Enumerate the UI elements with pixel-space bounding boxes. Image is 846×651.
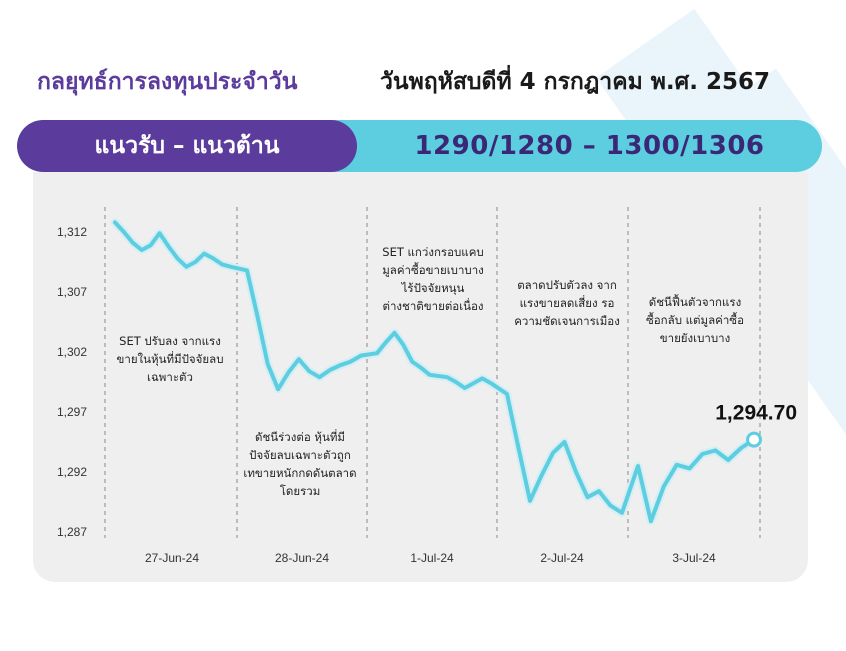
x-day-label: 3-Jul-24 — [672, 551, 716, 565]
y-tick-label: 1,287 — [57, 525, 87, 539]
annotation-line: ซื้อกลับ แต่มูลค่าซื้อ — [646, 312, 744, 327]
support-resistance-values: 1290/1280 – 1300/1306 — [414, 131, 765, 161]
annotation-line: ดัชนีร่วงต่อ หุ้นที่มี — [255, 429, 345, 444]
annotation-line: โดยรวม — [280, 484, 321, 498]
y-tick-label: 1,302 — [57, 345, 87, 359]
annotation-line: ปัจจัยลบเฉพาะตัวถูก — [249, 448, 351, 462]
date-title: วันพฤหัสบดีที่ 4 กรกฎาคม พ.ศ. 2567 — [380, 69, 771, 95]
day-annotation: SET ปรับลง จากแรงขายในหุ้นที่มีปัจจัยลบเ… — [117, 334, 224, 384]
x-day-label: 28-Jun-24 — [275, 551, 329, 565]
y-tick-label: 1,292 — [57, 465, 87, 479]
annotation-line: ไร้ปัจจัยหนุน — [401, 281, 465, 295]
annotation-line: ขายในหุ้นที่มีปัจจัยลบ — [117, 351, 224, 366]
annotation-line: SET แกว่งกรอบแคบ — [382, 245, 483, 259]
y-tick-label: 1,297 — [57, 405, 87, 419]
series-line — [113, 220, 756, 524]
annotation-line: มูลค่าซื้อขายเบาบาง — [382, 262, 484, 277]
support-resistance-label: แนวรับ – แนวต้าน — [94, 133, 280, 159]
strategy-title: กลยุทธ์การลงทุนประจำวัน — [37, 69, 298, 95]
x-day-label: 2-Jul-24 — [540, 551, 584, 565]
annotation-line: SET ปรับลง จากแรง — [119, 334, 221, 348]
band-left-pill — [17, 120, 357, 172]
last-value-label: 1,294.70 — [715, 402, 797, 425]
support-resistance-band: แนวรับ – แนวต้าน 1290/1280 – 1300/1306 — [17, 120, 822, 172]
day-annotation: SET แกว่งกรอบแคบมูลค่าซื้อขายเบาบางไร้ปั… — [382, 245, 484, 313]
x-day-label: 1-Jul-24 — [410, 551, 454, 565]
set-index-chart: SET ปรับลง จากแรงขายในหุ้นที่มีปัจจัยลบเ… — [57, 207, 797, 565]
annotation-line: ขายยังเบาบาง — [660, 331, 730, 345]
last-value-marker — [746, 431, 762, 448]
annotation-line: ต่างชาติขายต่อเนื่อง — [382, 298, 483, 313]
annotation-line: ตลาดปรับตัวลง จาก — [517, 278, 617, 292]
annotation-line: ความชัดเจนการเมือง — [514, 314, 620, 328]
x-day-label: 27-Jun-24 — [145, 551, 199, 565]
annotation-line: แรงขายลดเสี่ยง รอ — [520, 295, 615, 310]
day-annotation: ดัชนีร่วงต่อ หุ้นที่มีปัจจัยลบเฉพาะตัวถู… — [243, 429, 356, 498]
y-tick-label: 1,312 — [57, 225, 87, 239]
annotation-line: เฉพาะตัว — [147, 370, 193, 384]
y-tick-label: 1,307 — [57, 285, 87, 299]
annotation-line: เทขายหนักกดดันตลาด — [243, 466, 356, 480]
annotation-line: ดัชนีฟื้นตัวจากแรง — [649, 294, 741, 309]
